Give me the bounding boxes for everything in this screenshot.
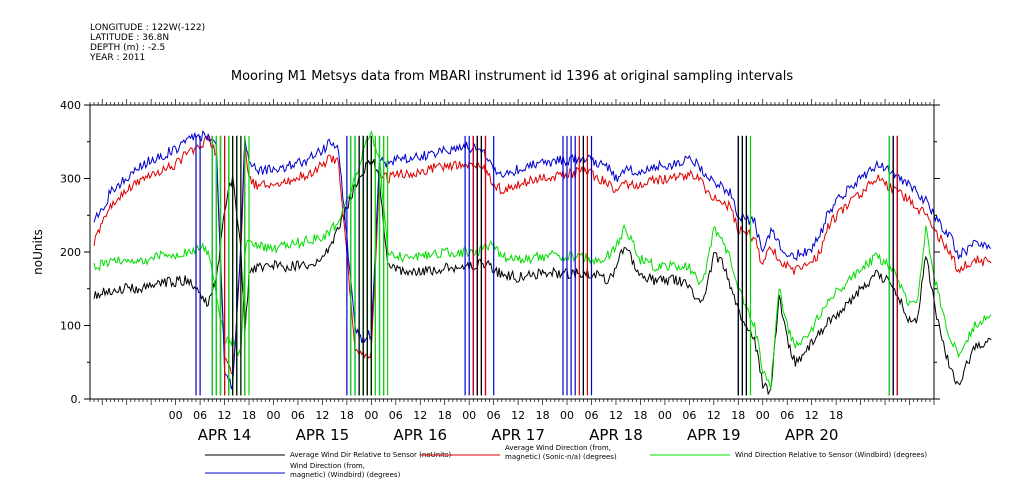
x-tick-label: 12 xyxy=(511,409,525,422)
chart-title: Mooring M1 Metsys data from MBARI instru… xyxy=(231,69,793,84)
meta-latitude: LATITUDE : 36.8N xyxy=(90,33,169,43)
plot-spikes xyxy=(195,135,898,396)
x-tick-label: 18 xyxy=(340,409,354,422)
y-ticks: 0. 100 200 300 400 xyxy=(60,99,940,406)
day-label: APR 18 xyxy=(589,426,643,444)
x-tick-label: 00 xyxy=(560,409,574,422)
x-tick-label: 12 xyxy=(218,409,232,422)
day-label: APR 19 xyxy=(687,426,741,444)
y-tick-label: 300 xyxy=(60,173,81,186)
x-tick-label: 00 xyxy=(658,409,672,422)
x-tick-label: 06 xyxy=(780,409,794,422)
series-line-2 xyxy=(93,130,992,390)
x-tick-label: 00 xyxy=(266,409,280,422)
x-tick-label: 18 xyxy=(438,409,452,422)
x-tick-label: 00 xyxy=(364,409,378,422)
x-tick-label: 06 xyxy=(682,409,696,422)
x-tick-label: 00 xyxy=(756,409,770,422)
legend-label: Average Wind Direction (from, xyxy=(505,444,611,452)
x-ticks: 00 06 12 18 00 06 12 18 00 06 12 18 00 06 12 18 00 06 12 18… xyxy=(89,99,935,444)
meta-year: YEAR : 2011 xyxy=(89,53,145,63)
day-label: APR 15 xyxy=(296,426,350,444)
x-tick-label: 18 xyxy=(536,409,550,422)
legend: Average Wind Dir Relative to Sensor (noU… xyxy=(205,444,927,479)
legend-label: Average Wind Dir Relative to Sensor (noU… xyxy=(290,451,451,459)
meta-depth: DEPTH (m) : -2.5 xyxy=(90,43,165,53)
meta-longitude: LONGITUDE : 122W(-122) xyxy=(90,23,205,33)
legend-label: magnetic) (Sonic-n/a) (degrees) xyxy=(505,453,617,461)
y-tick-label: 100 xyxy=(60,320,81,333)
x-tick-label: 12 xyxy=(805,409,819,422)
x-tick-label: 18 xyxy=(731,409,745,422)
x-tick-label: 18 xyxy=(242,409,256,422)
x-tick-label: 06 xyxy=(585,409,599,422)
x-tick-label: 06 xyxy=(487,409,501,422)
x-tick-label: 12 xyxy=(707,409,721,422)
day-label: APR 17 xyxy=(491,426,545,444)
x-tick-label: 18 xyxy=(633,409,647,422)
x-tick-label: 12 xyxy=(413,409,427,422)
plot-lines xyxy=(93,130,992,396)
y-tick-label: 0. xyxy=(71,393,82,406)
day-label: APR 20 xyxy=(785,426,839,444)
series-line-0 xyxy=(93,158,992,396)
y-tick-label: 200 xyxy=(60,246,81,259)
x-tick-label: 12 xyxy=(315,409,329,422)
legend-label: magnetic) (Windbird) (degrees) xyxy=(290,471,401,479)
x-tick-label: 18 xyxy=(829,409,843,422)
y-tick-label: 400 xyxy=(60,99,81,112)
metadata-block: LONGITUDE : 122W(-122) LATITUDE : 36.8N … xyxy=(89,23,205,63)
x-tick-label: 06 xyxy=(291,409,305,422)
x-tick-label: 06 xyxy=(389,409,403,422)
day-label: APR 16 xyxy=(393,426,447,444)
legend-label: Wind Direction Relative to Sensor (Windb… xyxy=(735,451,927,459)
legend-label: Wind Direction (from, xyxy=(290,462,365,470)
day-label: APR 14 xyxy=(198,426,252,444)
y-axis-label: noUnits xyxy=(31,229,45,275)
x-tick-label: 00 xyxy=(169,409,183,422)
x-tick-label: 12 xyxy=(609,409,623,422)
series-line-3 xyxy=(93,130,992,390)
x-tick-label: 06 xyxy=(193,409,207,422)
x-tick-label: 00 xyxy=(462,409,476,422)
